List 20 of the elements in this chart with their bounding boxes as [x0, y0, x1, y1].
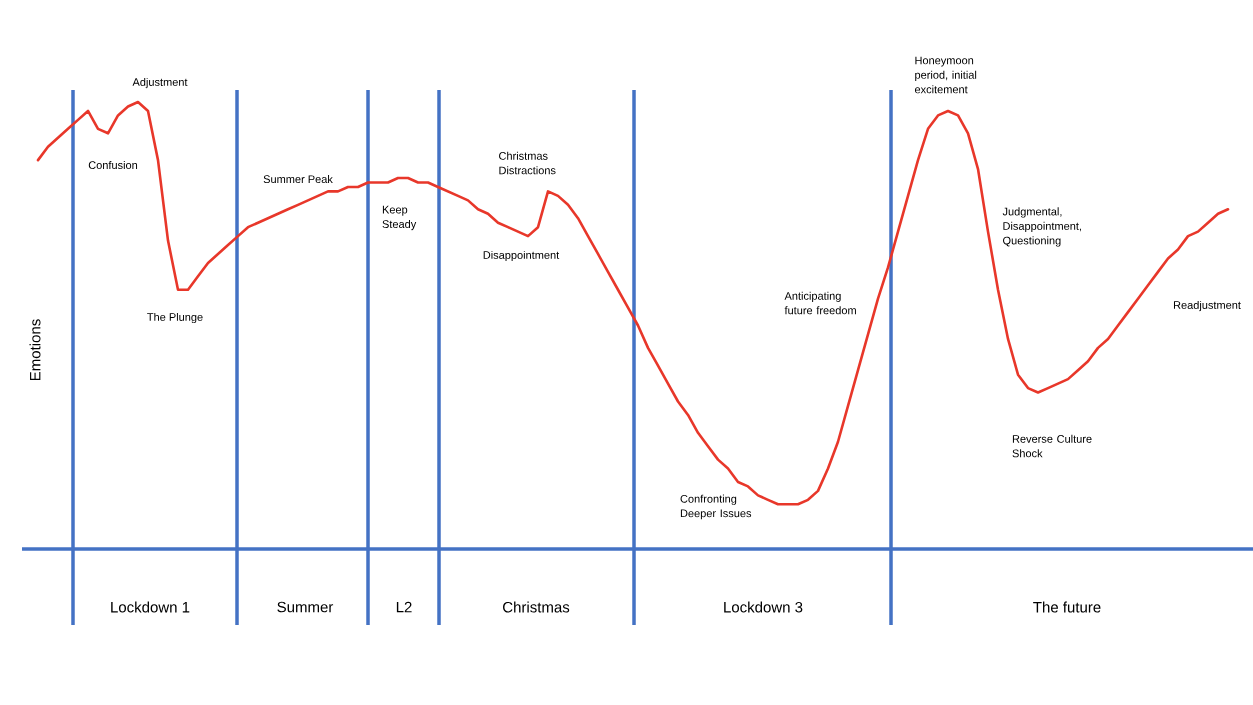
annotation: Reverse Culture Shock — [1012, 434, 1092, 458]
annotation: Confusion — [88, 160, 138, 170]
text: The future — [1033, 601, 1101, 613]
text: L2 — [396, 601, 412, 613]
text: Lockdown 1 — [111, 601, 190, 613]
annotation: The Plunge — [147, 312, 203, 324]
y-axis-title: Emotions — [29, 319, 41, 381]
text: Summer — [277, 601, 334, 613]
text: Lockdown 3 — [724, 601, 803, 613]
text: Adjustment — [132, 77, 188, 89]
text: Christmas — [503, 601, 570, 613]
annotation: Judgmental, Disappointment, Questioning — [1002, 207, 1081, 247]
annotation: Keep Steady — [382, 205, 417, 231]
annotation: Disappointment — [483, 250, 560, 262]
text: Honeymoon period, initial excitement — [914, 56, 977, 94]
annotation: Summer Peak — [263, 174, 333, 184]
annotation: Anticipating future freedom — [784, 291, 856, 315]
annotation: Christmas Distractions — [499, 151, 556, 175]
annotation: Confronting Deeper Issues — [680, 494, 752, 520]
annotation: Readjustment — [1173, 300, 1241, 312]
